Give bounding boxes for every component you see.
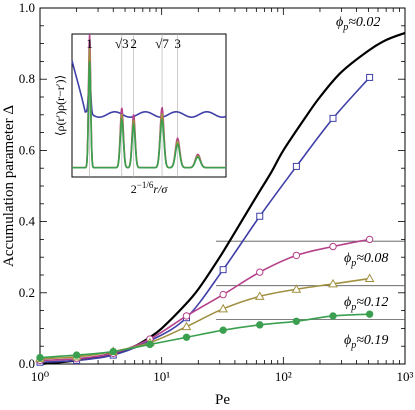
- phi-label: ϕp≈0.08: [344, 251, 388, 269]
- data-point: [292, 162, 300, 170]
- y-tick-label: 1.0: [19, 0, 35, 15]
- data-point: [292, 317, 301, 325]
- series-line: [39, 238, 370, 362]
- x-axis-label: Pe: [215, 392, 230, 408]
- inset-peak-label: √3: [115, 36, 129, 51]
- data-point: [365, 235, 374, 244]
- y-tick-label: 0.6: [19, 142, 36, 157]
- inset-frame: [71, 33, 227, 178]
- data-point: [146, 340, 154, 349]
- series-line: [39, 76, 371, 364]
- data-point: [36, 353, 44, 362]
- data-point: [181, 321, 192, 331]
- inset-series-4: [72, 61, 226, 169]
- inset-peak-label: √7: [155, 36, 169, 51]
- data-point: [219, 290, 227, 299]
- data-point: [291, 284, 302, 293]
- x-tick-label: 10¹: [153, 369, 170, 384]
- phi-label: ϕp≈0.19: [344, 333, 388, 351]
- data-point: [182, 333, 191, 341]
- annotations: ϕp≈0.02 ϕp≈0.08 ϕp≈0.12 ϕp≈0.19: [336, 15, 388, 351]
- y-axis-label: Accumulation parameter Δ: [1, 105, 17, 267]
- series-3: [36, 235, 374, 365]
- x-tick-label: 10³: [397, 369, 414, 384]
- tick-labels: 10⁰ 10¹ 10² 10³ 0.0 0.2 0.4 0.6 0.8 1.0: [19, 0, 414, 384]
- y-tick-label: 0.4: [19, 214, 36, 229]
- inset-peak-label: 1: [86, 36, 93, 51]
- data-point: [256, 321, 264, 329]
- series-line: [39, 313, 370, 359]
- data-point: [256, 268, 264, 276]
- data-point: [364, 273, 375, 283]
- inset-y-label: ⟨ρ(r′)ρ(r−r′)⟩: [53, 75, 67, 136]
- inset-plot: 1 √3 2 √7 3 ⟨ρ(r′)ρ(r−r′)⟩ 2−1/6r/σ: [53, 33, 227, 196]
- data-point: [182, 312, 191, 320]
- data-point: [256, 212, 264, 220]
- phi-label: ϕp≈0.02: [336, 15, 380, 33]
- data-point: [218, 303, 228, 313]
- series-4: [35, 273, 375, 363]
- data-point: [328, 278, 338, 288]
- y-tick-label: 0.8: [19, 71, 35, 86]
- data-point: [329, 114, 337, 122]
- x-tick-label: 10⁰: [31, 369, 49, 384]
- y-tick-label: 0.0: [19, 356, 35, 371]
- data-point: [292, 251, 301, 260]
- data-point: [109, 347, 117, 356]
- axes: [39, 7, 406, 365]
- data-point: [329, 242, 337, 251]
- series-group: [35, 31, 406, 366]
- x-tick-label: 10²: [275, 369, 292, 384]
- data-point: [219, 326, 227, 334]
- data-point: [219, 266, 227, 274]
- data-point: [329, 312, 337, 320]
- inset-x-label: 2−1/6r/σ: [131, 180, 169, 196]
- data-point: [72, 351, 81, 359]
- data-point: [254, 291, 265, 300]
- inset-peak-label: 3: [174, 36, 181, 51]
- series-5: [36, 310, 374, 362]
- inset-peak-label: 2: [130, 36, 137, 51]
- data-point: [365, 310, 374, 318]
- y-tick-label: 0.2: [19, 285, 35, 300]
- series-line: [39, 277, 370, 360]
- data-point: [366, 73, 374, 81]
- inset-series-1: [71, 60, 227, 118]
- phi-label: ϕp≈0.12: [344, 295, 388, 313]
